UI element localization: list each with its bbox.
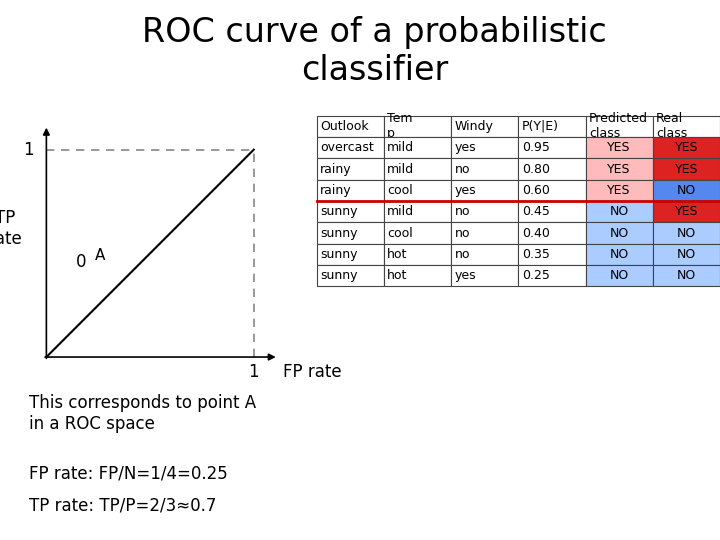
Text: 0: 0: [76, 253, 87, 271]
Text: 1: 1: [248, 362, 259, 381]
Text: A: A: [95, 248, 105, 263]
Text: FP rate: FP rate: [283, 362, 341, 381]
Text: TP
rate: TP rate: [0, 209, 22, 248]
Text: FP rate: FP/N=1/4=0.25: FP rate: FP/N=1/4=0.25: [29, 464, 228, 482]
Text: 1: 1: [23, 141, 34, 159]
Text: TP rate: TP/P=2/3≈0.7: TP rate: TP/P=2/3≈0.7: [29, 497, 216, 515]
Text: ROC curve of a probabilistic
classifier: ROC curve of a probabilistic classifier: [142, 16, 607, 87]
Text: This corresponds to point A
in a ROC space: This corresponds to point A in a ROC spa…: [29, 394, 256, 433]
